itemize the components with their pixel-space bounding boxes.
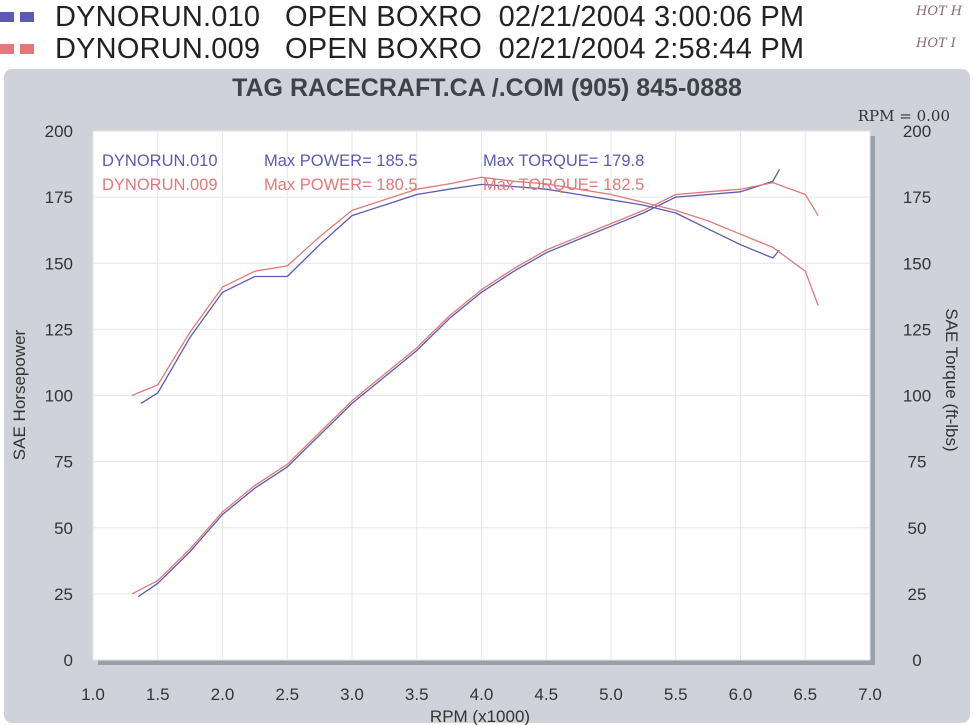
annotation-run: DYNORUN.010 [102,152,218,170]
y2-tick-label: 50 [908,519,927,538]
y2-tick-label: 0 [912,651,921,670]
x-tick-label: 1.0 [81,685,105,704]
annotation-max-torque: Max TORQUE= 179.8 [483,152,644,170]
y-tick-label: 25 [54,585,73,604]
handwritten-note: HOT H [916,4,963,19]
y-tick-label: 50 [54,519,73,538]
legend-row-run-010: DYNORUN.010 OPEN BOXRO 02/21/2004 3:00:0… [0,0,974,34]
y-axis-label: SAE Horsepower [10,329,29,460]
run-mode: OPEN BOXRO [285,33,483,65]
annotation-line: DYNORUN.009 Max POWER= 180.5 Max TORQUE= 1… [102,176,644,194]
chart-title: TAG RACECRAFT.CA /.COM (905) 845-0888 [232,74,742,102]
x-tick-label: 4.5 [534,685,558,704]
annotation-max-power: Max POWER= 180.5 [264,176,418,194]
series-swatch [0,12,34,22]
run-mode: OPEN BOXRO [285,1,483,33]
y-tick-label: 175 [45,188,73,207]
x-tick-label: 2.5 [275,685,299,704]
legend-row-run-009: DYNORUN.009 OPEN BOXRO 02/21/2004 2:58:4… [0,32,974,66]
run-name: DYNORUN.009 [55,33,261,65]
run-name: DYNORUN.010 [55,1,261,33]
y2-tick-label: 175 [903,188,931,207]
y2-tick-label: 125 [903,320,931,339]
y-tick-label: 200 [45,122,73,141]
annotation-line: DYNORUN.010 Max POWER= 185.5 Max TORQUE= 1… [102,152,644,170]
y-tick-label: 125 [45,320,73,339]
y2-tick-label: 25 [908,585,927,604]
run-datetime: 02/21/2004 2:58:44 PM [498,33,805,65]
annotation-max-power: Max POWER= 185.5 [264,152,418,170]
y-tick-label: 75 [54,453,73,472]
y-tick-label: 150 [45,254,73,273]
y2-tick-label: 200 [903,122,931,141]
handwritten-note: HOT I [916,36,956,51]
y2-tick-label: 100 [903,387,931,406]
annotation-max-torque: Max TORQUE= 182.5 [483,176,644,194]
x-tick-label: 6.5 [793,685,817,704]
y2-axis-label: SAE Torque (ft-lbs) [942,308,961,451]
x-tick-label: 6.0 [729,685,753,704]
x-tick-label: 7.0 [858,685,882,704]
series-line-dynorun-010-power [137,169,780,598]
y2-tick-label: 75 [908,453,927,472]
x-axis-label: RPM (x1000) [430,707,530,725]
x-tick-label: 2.0 [211,685,235,704]
annotation-run: DYNORUN.009 [102,176,218,194]
series-line-dynorun-009-power [131,181,819,595]
y-tick-label: 0 [64,651,73,670]
series-line-dynorun-010-torque [140,183,780,404]
rpm-readout: RPM = 0.00 [858,107,950,125]
x-tick-label: 1.5 [146,685,170,704]
run-datetime: 02/21/2004 3:00:06 PM [498,1,805,33]
x-tick-label: 3.5 [405,685,429,704]
series-swatch [0,44,34,54]
x-tick-label: 5.0 [599,685,623,704]
series-line-dynorun-009-torque [131,176,819,397]
y2-tick-label: 150 [903,254,931,273]
x-tick-label: 4.0 [470,685,494,704]
legend-text: DYNORUN.009 OPEN BOXRO 02/21/2004 2:58:4… [55,32,804,66]
x-tick-label: 3.0 [340,685,364,704]
legend-text: DYNORUN.010 OPEN BOXRO 02/21/2004 3:00:0… [55,0,804,34]
x-tick-label: 5.5 [664,685,688,704]
y-tick-label: 100 [45,387,73,406]
